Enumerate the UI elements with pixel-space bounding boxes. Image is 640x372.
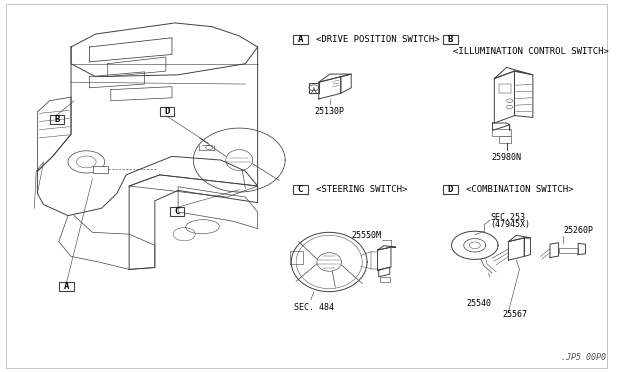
Bar [443,35,458,44]
Text: <ILLUMINATION CONTROL SWITCH>: <ILLUMINATION CONTROL SWITCH> [453,47,609,56]
Text: <STEERING SWITCH>: <STEERING SWITCH> [316,185,407,194]
Bar [380,277,390,282]
Text: 25550M: 25550M [352,231,382,240]
Text: (47945X): (47945X) [490,220,530,229]
Bar [170,208,184,217]
Bar [493,129,511,136]
Bar [160,108,175,116]
Text: D: D [164,108,170,116]
Bar [499,84,511,93]
Bar [293,35,308,44]
Text: <COMBINATION SWITCH>: <COMBINATION SWITCH> [465,185,573,194]
Text: 25260P: 25260P [563,225,593,235]
Text: 25980N: 25980N [492,153,522,162]
Text: B: B [447,35,453,44]
Text: A: A [298,35,303,44]
Text: 25130P: 25130P [315,108,345,116]
Bar [50,115,64,124]
Bar [499,136,511,143]
Bar [60,282,74,291]
Bar [293,185,308,194]
Bar [93,166,108,173]
Bar [559,248,578,253]
Text: B: B [54,115,60,124]
Text: A: A [64,282,70,291]
Text: D: D [447,185,453,194]
Text: SEC. 484: SEC. 484 [294,303,334,312]
Text: .JP5 00P0: .JP5 00P0 [561,353,606,362]
Text: SEC.253: SEC.253 [490,213,525,222]
Text: <DRIVE POSITION SWITCH>: <DRIVE POSITION SWITCH> [316,35,439,44]
Text: C: C [298,185,303,194]
Text: 25567: 25567 [502,310,527,319]
Bar [443,185,458,194]
Text: 25540: 25540 [467,299,492,308]
Text: C: C [174,208,180,217]
